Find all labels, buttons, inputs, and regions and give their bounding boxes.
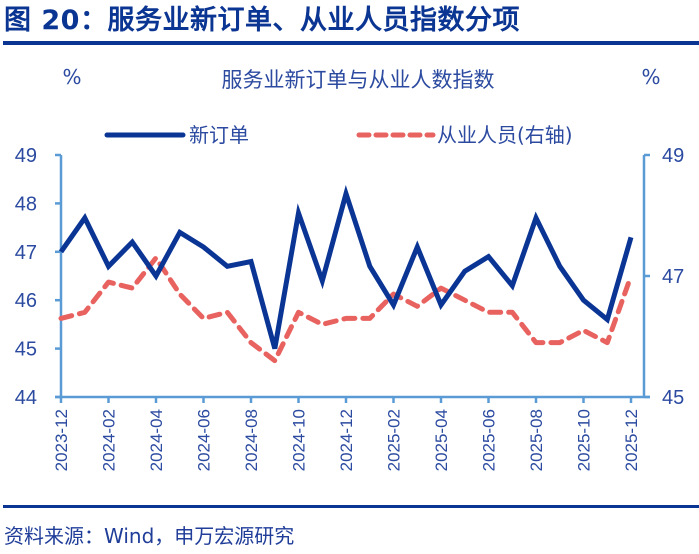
left-y-axis: 44 45 46 47 48 49 xyxy=(15,145,61,409)
source-note: 资料来源：Wind，申万宏源研究 xyxy=(4,524,295,548)
right-tick-label: 47 xyxy=(662,266,684,288)
new-orders-series-line xyxy=(58,184,634,350)
x-tick-label: 2023-12 xyxy=(52,409,71,471)
left-tick-label: 47 xyxy=(15,242,37,264)
x-tick-label: 2025-08 xyxy=(527,409,546,471)
x-tick-label: 2025-10 xyxy=(575,409,594,471)
line-chart: % % 服务业新订单与从业人数指数 新订单 从业人员(右轴) 444546474… xyxy=(15,65,685,471)
legend: 新订单 从业人员(右轴) xyxy=(104,123,573,147)
x-tick-label: 2024-04 xyxy=(147,409,166,471)
left-tick-label: 45 xyxy=(15,339,37,361)
x-tick-label: 2025-02 xyxy=(385,409,404,471)
left-tick-label: 48 xyxy=(15,193,37,215)
left-tick-label: 46 xyxy=(15,290,37,312)
right-y-axis: 45 47 49 xyxy=(644,145,684,409)
x-tick-label: 2024-06 xyxy=(195,409,214,471)
x-tick-label: 2025-04 xyxy=(432,409,451,471)
legend-label-new-orders: 新订单 xyxy=(189,123,249,147)
legend-label-employment: 从业人员(右轴) xyxy=(437,123,573,147)
x-tick-label: 2024-08 xyxy=(242,409,261,471)
left-tick-label: 44 xyxy=(15,387,37,409)
right-axis-unit: % xyxy=(641,65,660,89)
x-tick-label: 2024-02 xyxy=(100,409,119,471)
x-tick-label: 2025-06 xyxy=(480,409,499,471)
right-tick-label: 45 xyxy=(662,387,684,409)
x-axis: 2023-12 2024-02 2024-04 2024-06 2024-08 2024-… xyxy=(52,397,641,471)
figure-title: 图 20：服务业新订单、从业人员指数分项 xyxy=(4,5,520,36)
chart-title: 服务业新订单与从业人数指数 xyxy=(222,68,495,92)
source-rule xyxy=(3,505,699,508)
left-tick-label: 49 xyxy=(15,145,37,167)
employment-series-line xyxy=(58,255,634,364)
x-tick-label: 2025-12 xyxy=(622,409,641,471)
right-tick-label: 49 xyxy=(662,145,684,167)
title-rule xyxy=(3,41,699,45)
x-tick-label: 2024-12 xyxy=(337,409,356,471)
left-axis-unit: % xyxy=(62,65,81,89)
x-tick-label: 2024-10 xyxy=(290,409,309,471)
